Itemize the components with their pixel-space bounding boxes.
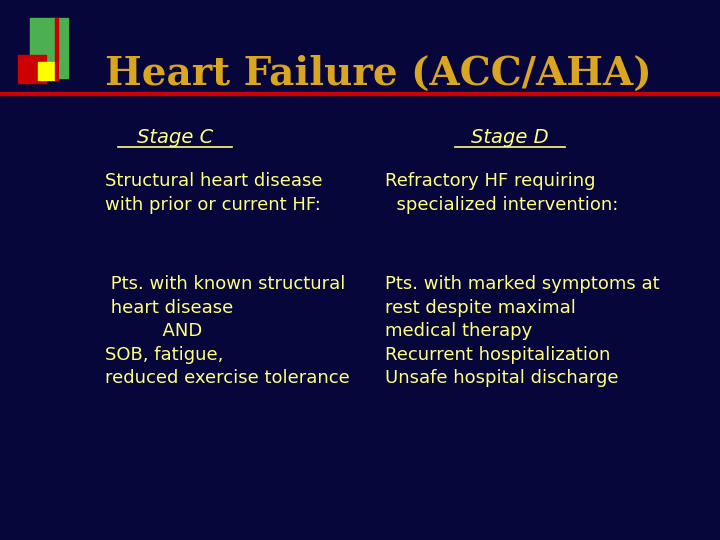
Bar (38, 62, 58, 80)
Text: Refractory HF requiring
  specialized intervention:: Refractory HF requiring specialized inte… (385, 172, 618, 214)
Bar (30, 18, 68, 78)
Text: Stage D: Stage D (471, 128, 549, 147)
Bar (18, 55, 46, 83)
Text: Stage C: Stage C (137, 128, 213, 147)
Text: Pts. with known structural
 heart disease
          AND
SOB, fatigue,
reduced ex: Pts. with known structural heart disease… (105, 275, 350, 387)
Bar (55, 18, 58, 80)
Bar (0, 92, 720, 95)
Text: Pts. with marked symptoms at
rest despite maximal
medical therapy
Recurrent hosp: Pts. with marked symptoms at rest despit… (385, 275, 660, 387)
Text: Structural heart disease
with prior or current HF:: Structural heart disease with prior or c… (105, 172, 323, 214)
Text: Heart Failure (ACC/AHA): Heart Failure (ACC/AHA) (105, 55, 652, 93)
